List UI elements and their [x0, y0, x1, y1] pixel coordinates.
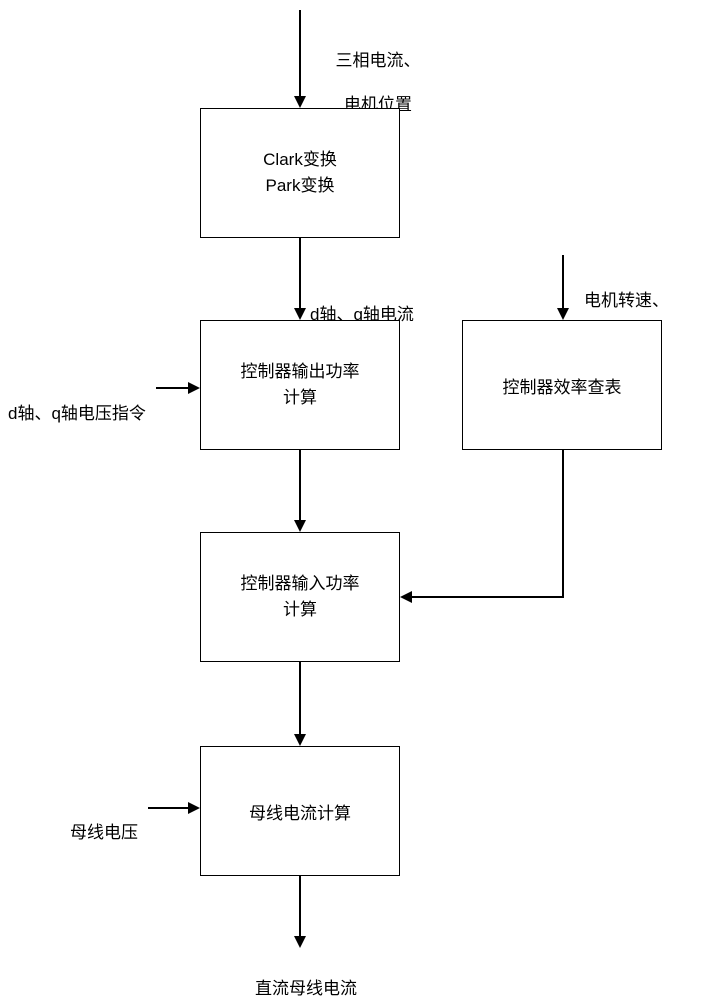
label-dq-voltage-text: d轴、q轴电压指令 — [8, 404, 146, 423]
arrow-eff-left — [412, 596, 564, 598]
arrow-clark-to-output — [299, 238, 301, 308]
box-output-power-line2: 计算 — [283, 385, 317, 411]
box-clark-park: Clark变换 Park变换 — [200, 108, 400, 238]
arrowhead-clark-to-output — [294, 308, 306, 320]
label-input-top: 三相电流、 电机位置 — [318, 28, 438, 116]
box-input-power-line1: 控制器输入功率 — [241, 571, 360, 597]
arrow-eff-down — [562, 450, 564, 598]
box-eff-lookup: 控制器效率查表 — [462, 320, 662, 450]
arrow-speed-to-eff — [562, 255, 564, 308]
label-motor-speed-line1: 电机转速、 — [584, 291, 669, 310]
box-output-power-line1: 控制器输出功率 — [241, 359, 360, 385]
label-bus-voltage: 母线电压 — [70, 798, 160, 843]
arrow-input-to-bus — [299, 662, 301, 734]
arrowhead-dqvolt-to-output — [188, 382, 200, 394]
label-dq-current: d轴、q轴电流 — [310, 280, 450, 325]
arrowhead-speed-to-eff — [557, 308, 569, 320]
box-input-power: 控制器输入功率 计算 — [200, 532, 400, 662]
label-dq-voltage: d轴、q轴电压指令 — [8, 379, 168, 424]
arrowhead-input-to-clark — [294, 96, 306, 108]
arrowhead-output-to-input — [294, 520, 306, 532]
arrow-busvolt-to-bus — [148, 807, 188, 809]
box-eff-lookup-text: 控制器效率查表 — [503, 373, 622, 398]
box-clark-line2: Park变换 — [266, 173, 335, 199]
label-output-bottom-text: 直流母线电流 — [255, 979, 357, 998]
box-bus-current-text: 母线电流计算 — [249, 799, 351, 824]
box-input-power-line2: 计算 — [283, 597, 317, 623]
label-input-top-line1: 三相电流、 — [336, 51, 421, 70]
box-clark-line1: Clark变换 — [263, 147, 337, 173]
arrow-dqvolt-to-output — [156, 387, 188, 389]
label-bus-voltage-text: 母线电压 — [70, 823, 138, 842]
arrowhead-input-to-bus — [294, 734, 306, 746]
arrowhead-bus-to-output — [294, 936, 306, 948]
arrow-bus-to-output — [299, 876, 301, 936]
arrow-output-to-input — [299, 450, 301, 520]
arrowhead-eff-to-input — [400, 591, 412, 603]
box-output-power: 控制器输出功率 计算 — [200, 320, 400, 450]
label-output-bottom: 直流母线电流 — [246, 954, 366, 999]
box-bus-current: 母线电流计算 — [200, 746, 400, 876]
arrow-input-to-clark — [299, 10, 301, 96]
arrowhead-busvolt-to-bus — [188, 802, 200, 814]
